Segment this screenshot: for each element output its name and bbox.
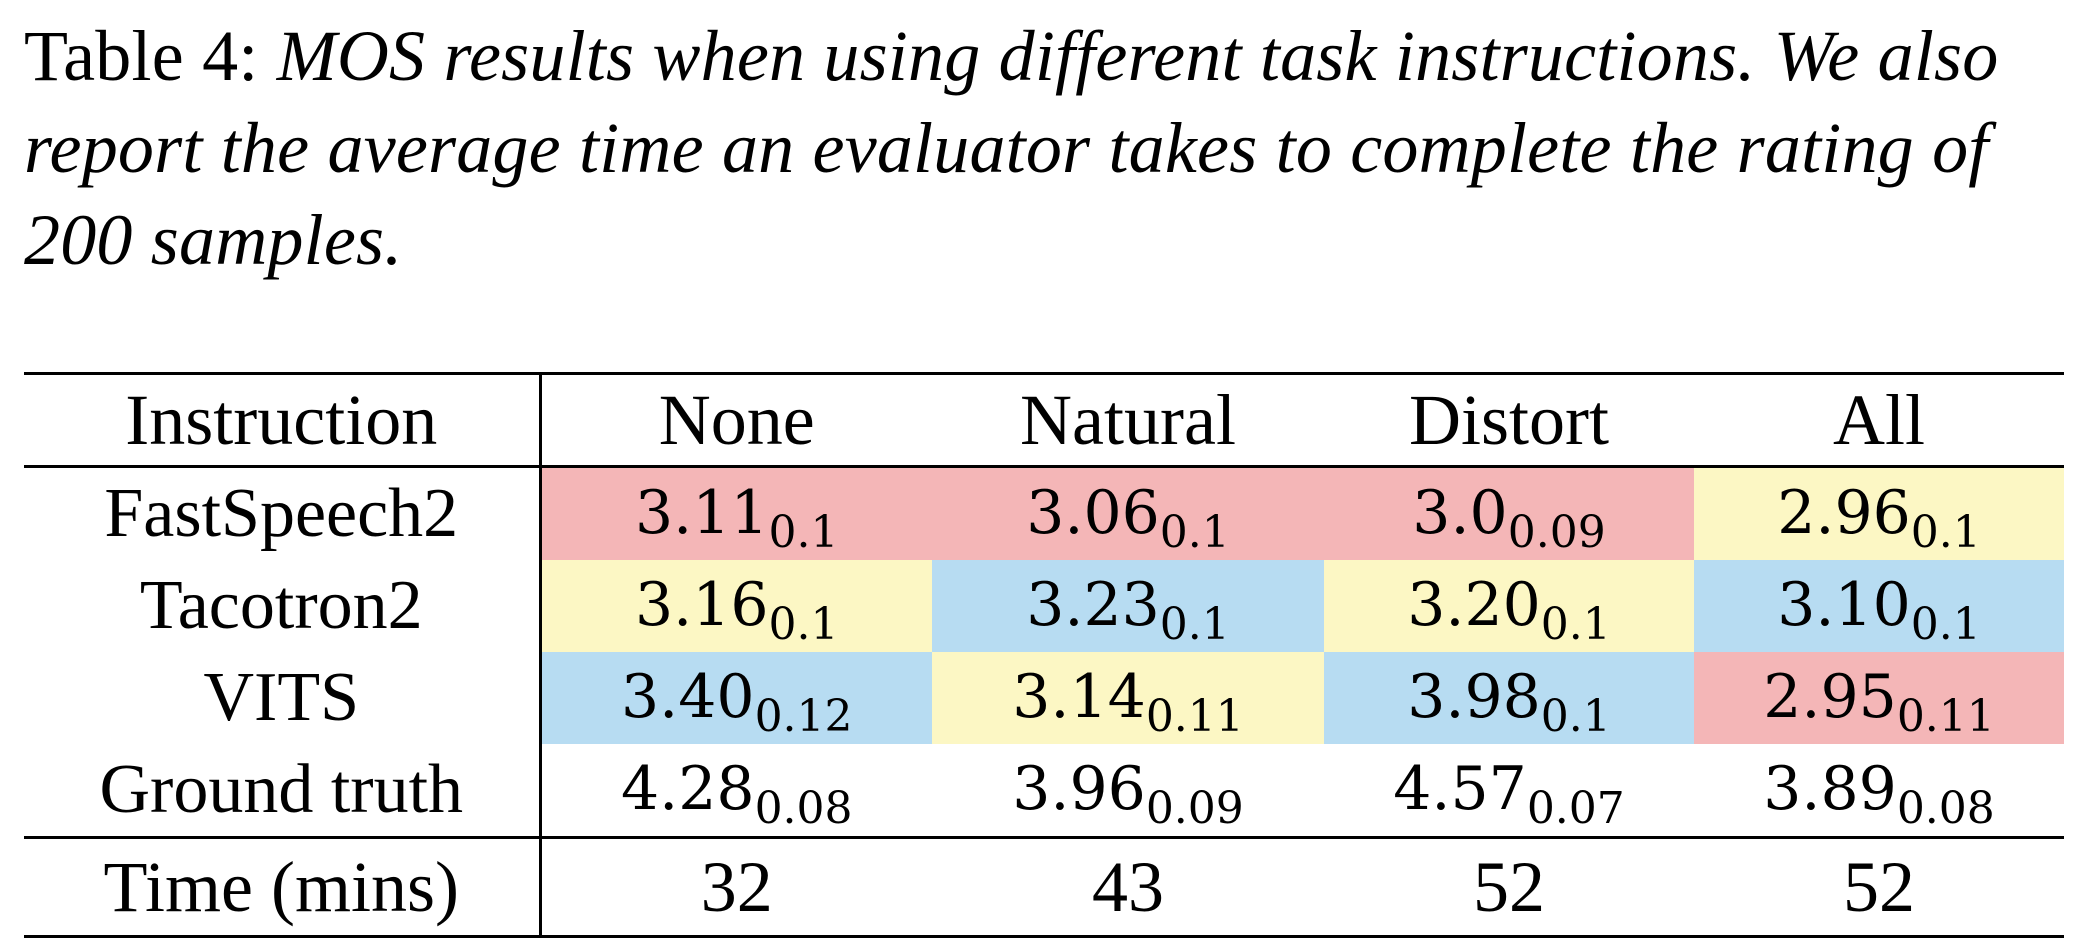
row-name: Tacotron2 — [24, 560, 542, 652]
score-value: 3.14 — [1012, 661, 1146, 732]
score-value: 3.23 — [1026, 569, 1160, 640]
score-cell: 2.950.11 — [1694, 652, 2064, 744]
header-row: Instruction None Natural Distort All — [24, 373, 2064, 467]
score-std: 0.1 — [1910, 506, 1981, 558]
score-cell: 3.400.12 — [540, 652, 932, 744]
score-value: 3.0 — [1412, 477, 1508, 548]
header-natural: Natural — [1020, 379, 1236, 460]
score-value: 4.28 — [620, 753, 755, 824]
score-value: 3.96 — [1012, 753, 1146, 824]
results-table-container: Instruction None Natural Distort All Fas… — [24, 372, 2064, 938]
time-cell: 32 — [700, 846, 773, 927]
score-value: 2.96 — [1777, 477, 1911, 548]
score-std: 0.1 — [1910, 598, 1981, 650]
score-value: 3.40 — [620, 661, 755, 732]
score-value: 2.95 — [1763, 661, 1897, 732]
time-row-name: Time (mins) — [24, 837, 542, 937]
time-cell: 52 — [1843, 846, 1915, 927]
score-value: 3.11 — [634, 477, 769, 548]
score-cell: 3.160.1 — [540, 560, 932, 652]
score-std: 0.1 — [768, 598, 839, 650]
score-cell: 3.980.1 — [1324, 652, 1694, 744]
score-std: 0.1 — [1159, 598, 1230, 650]
score-std: 0.08 — [1896, 782, 1995, 834]
score-std: 0.09 — [1145, 782, 1244, 834]
table-row: Tacotron2 3.160.1 3.230.1 3.200.1 3.100.… — [24, 560, 2064, 652]
table-caption: Table 4: MOS results when using differen… — [24, 10, 2054, 286]
score-cell: 3.140.11 — [932, 652, 1324, 744]
header-none: None — [658, 379, 815, 460]
score-cell: 3.230.1 — [932, 560, 1324, 652]
score-value: 3.10 — [1777, 569, 1911, 640]
score-value: 3.06 — [1026, 477, 1160, 548]
score-cell: 3.200.1 — [1324, 560, 1694, 652]
time-row: Time (mins) 32 43 52 52 — [24, 837, 2064, 937]
score-value: 4.57 — [1393, 753, 1527, 824]
row-name: Ground truth — [24, 744, 542, 838]
time-cell: 43 — [1092, 846, 1164, 927]
score-value: 3.16 — [634, 569, 769, 640]
score-cell: 4.280.08 — [540, 744, 932, 838]
row-name: FastSpeech2 — [24, 466, 542, 560]
row-name: VITS — [24, 652, 542, 744]
header-instruction: Instruction — [24, 373, 542, 467]
score-cell: 4.570.07 — [1324, 744, 1694, 838]
score-cell: 2.960.1 — [1694, 466, 2064, 560]
table-row: FastSpeech2 3.110.1 3.060.1 3.00.09 2.96… — [24, 466, 2064, 560]
header-distort: Distort — [1408, 379, 1609, 460]
mos-results-table: Instruction None Natural Distort All Fas… — [24, 372, 2064, 938]
score-std: 0.1 — [1540, 598, 1611, 650]
score-value: 3.89 — [1763, 753, 1897, 824]
score-cell: 3.100.1 — [1694, 560, 2064, 652]
score-value: 3.20 — [1407, 569, 1541, 640]
score-std: 0.11 — [1145, 690, 1244, 742]
caption-text: MOS results when using different task in… — [24, 16, 1999, 280]
table-row: Ground truth 4.280.08 3.960.09 4.570.07 … — [24, 744, 2064, 838]
header-all: All — [1832, 379, 1925, 460]
score-std: 0.11 — [1896, 690, 1995, 742]
score-std: 0.1 — [1540, 690, 1611, 742]
score-std: 0.12 — [754, 690, 853, 742]
score-cell: 3.110.1 — [540, 466, 932, 560]
score-std: 0.1 — [768, 506, 839, 558]
score-std: 0.09 — [1507, 506, 1606, 558]
table-row: VITS 3.400.12 3.140.11 3.980.1 2.950.11 — [24, 652, 2064, 744]
score-cell: 3.060.1 — [932, 466, 1324, 560]
caption-label: Table 4: — [24, 16, 259, 96]
score-value: 3.98 — [1407, 661, 1541, 732]
score-std: 0.08 — [754, 782, 853, 834]
score-std: 0.07 — [1526, 782, 1625, 834]
score-cell: 3.890.08 — [1694, 744, 2064, 838]
score-std: 0.1 — [1159, 506, 1230, 558]
score-cell: 3.00.09 — [1324, 466, 1694, 560]
score-cell: 3.960.09 — [932, 744, 1324, 838]
time-cell: 52 — [1473, 846, 1545, 927]
